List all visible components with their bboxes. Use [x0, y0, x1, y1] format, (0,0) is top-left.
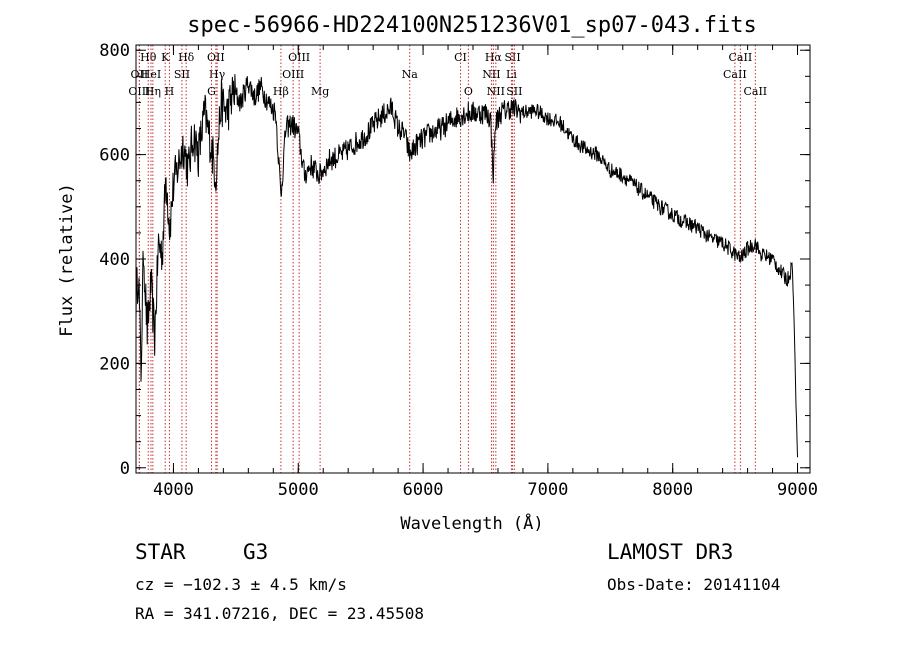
marker-label-23: Mg — [311, 85, 329, 98]
marker-label-20: H — [165, 85, 175, 98]
object-type: STAR — [135, 540, 186, 564]
marker-label-19: Hη — [145, 85, 161, 98]
y-tick-label-4: 800 — [99, 41, 130, 61]
marker-label-25: NII — [487, 85, 505, 98]
x-tick-label-1: 5000 — [278, 480, 319, 500]
y-tick-label-3: 600 — [99, 146, 130, 166]
marker-label-22: Hβ — [273, 85, 289, 98]
x-tick-label-0: 4000 — [153, 480, 194, 500]
y-tick-label-2: 400 — [99, 250, 130, 270]
marker-label-7: SII — [504, 51, 520, 64]
marker-label-16: Li — [506, 68, 517, 81]
x-tick-label-5: 9000 — [777, 480, 818, 500]
redshift-label: cz = −102.3 ± 4.5 km/s — [135, 575, 347, 594]
y-tick-label-0: 0 — [120, 459, 130, 479]
x-tick-label-3: 7000 — [527, 480, 568, 500]
coordinates-label: RA = 341.07216, DEC = 23.45508 — [135, 604, 424, 623]
series-line-0 — [135, 74, 798, 458]
marker-label-12: Hγ — [209, 68, 226, 81]
marker-label-24: O — [464, 85, 473, 98]
marker-label-2: Hδ — [178, 51, 195, 64]
obs-date-label: Obs-Date: 20141104 — [607, 575, 781, 594]
marker-label-15: NII — [482, 68, 500, 81]
marker-label-13: OIII — [282, 68, 304, 81]
axis-ticks: 4000 5000 6000 7000 8000 9000 0 200 400 600 800 — [99, 41, 818, 500]
marker-label-17: CaII — [723, 68, 747, 81]
marker-label-3: OII — [207, 51, 225, 64]
x-tick-label-4: 8000 — [652, 480, 693, 500]
marker-label-4: OIII — [288, 51, 310, 64]
marker-label-18: OIII — [128, 85, 150, 98]
chart-title: spec-56966-HD224100N251236V01_sp07-043.f… — [187, 13, 757, 38]
marker-label-27: CaII — [743, 85, 767, 98]
x-axis-label: Wavelength (Å) — [400, 512, 543, 534]
marker-label-10: HeI — [141, 68, 161, 81]
marker-label-11: SII — [174, 68, 190, 81]
object-subclass: G3 — [243, 540, 269, 564]
marker-label-5: CI — [454, 51, 467, 64]
marker-label-26: SII — [506, 85, 522, 98]
marker-label-21: G — [207, 85, 216, 98]
marker-label-6: Hα — [485, 51, 503, 64]
marker-label-14: Na — [402, 68, 419, 81]
marker-label-8: CaII — [729, 51, 753, 64]
y-tick-label-1: 200 — [99, 354, 130, 374]
survey-label: LAMOST DR3 — [607, 540, 734, 564]
x-tick-label-2: 6000 — [403, 480, 444, 500]
marker-label-0: Hθ — [140, 51, 157, 64]
y-axis-label: Flux (relative) — [57, 183, 77, 337]
marker-label-1: K — [161, 51, 170, 64]
series-group — [135, 74, 798, 458]
